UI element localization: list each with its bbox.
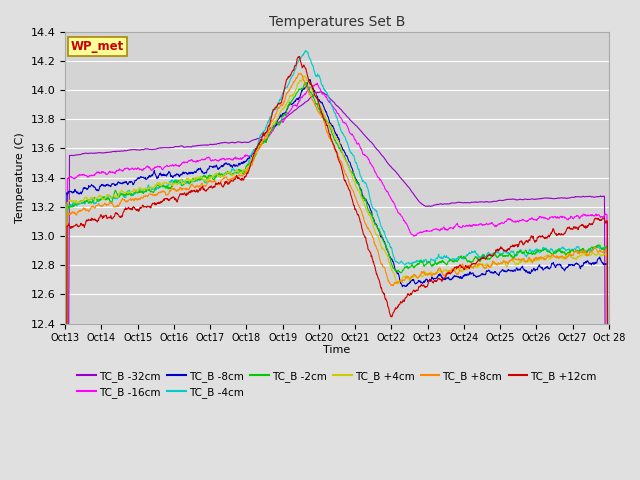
TC_B -16cm [303,88,311,94]
TC_B -8cm [303,82,311,88]
TC_B -16cm [313,81,321,87]
TC_B -16cm [104,171,111,177]
TC_B -8cm [371,220,379,226]
TC_B +8cm [125,197,133,203]
TC_B +12cm [104,216,111,221]
TC_B +8cm [104,202,111,207]
TC_B -2cm [314,100,321,106]
TC_B -32cm [292,107,300,113]
TC_B +12cm [303,72,311,78]
TC_B -32cm [317,89,324,95]
Line: TC_B -8cm: TC_B -8cm [65,80,609,480]
TC_B -2cm [292,92,300,98]
Title: Temperatures Set B: Temperatures Set B [269,15,405,29]
TC_B -8cm [104,182,111,188]
TC_B +4cm [314,96,321,102]
TC_B +8cm [303,86,311,92]
Y-axis label: Temperature (C): Temperature (C) [15,132,25,223]
TC_B +8cm [314,107,321,113]
TC_B +4cm [104,192,111,198]
Legend: TC_B -32cm, TC_B -16cm, TC_B -8cm, TC_B -4cm, TC_B -2cm, TC_B +4cm, TC_B +8cm, T: TC_B -32cm, TC_B -16cm, TC_B -8cm, TC_B … [73,367,601,402]
TC_B -2cm [302,80,310,85]
TC_B +12cm [296,54,303,60]
Line: TC_B -2cm: TC_B -2cm [65,83,609,480]
Line: TC_B -16cm: TC_B -16cm [65,83,609,480]
Line: TC_B +8cm: TC_B +8cm [65,73,609,480]
TC_B +12cm [292,63,300,69]
TC_B +8cm [292,76,300,82]
TC_B -32cm [371,144,379,150]
Line: TC_B +12cm: TC_B +12cm [65,57,609,480]
TC_B -2cm [125,191,133,196]
TC_B -16cm [125,167,133,173]
Line: TC_B +4cm: TC_B +4cm [65,76,609,480]
TC_B -8cm [125,179,133,185]
TC_B -8cm [306,77,314,83]
Line: TC_B -32cm: TC_B -32cm [65,92,609,480]
TC_B +4cm [371,228,379,234]
TC_B +12cm [371,264,379,270]
TC_B +8cm [371,241,379,247]
TC_B +4cm [125,189,133,195]
TC_B +4cm [292,86,300,92]
TC_B -4cm [104,196,111,202]
TC_B -2cm [104,196,111,202]
TC_B +12cm [125,206,133,212]
TC_B -4cm [371,207,379,213]
TC_B -8cm [292,97,300,103]
TC_B -4cm [303,50,311,56]
TC_B -16cm [292,103,300,108]
X-axis label: Time: Time [323,345,351,355]
TC_B +4cm [303,78,311,84]
TC_B +8cm [297,71,305,76]
TC_B -32cm [303,98,311,104]
TC_B -16cm [314,80,321,86]
TC_B +12cm [314,96,321,102]
TC_B -4cm [125,187,133,193]
TC_B -16cm [371,169,379,175]
TC_B -2cm [371,220,379,226]
TC_B -2cm [303,84,311,89]
TC_B -4cm [302,48,310,54]
Text: WP_met: WP_met [70,40,124,53]
TC_B -4cm [292,65,300,71]
TC_B -8cm [314,93,321,99]
Line: TC_B -4cm: TC_B -4cm [65,51,609,480]
TC_B -32cm [125,147,133,153]
TC_B +4cm [301,73,308,79]
TC_B -4cm [314,73,321,79]
TC_B -32cm [104,150,111,156]
TC_B -32cm [313,90,321,96]
